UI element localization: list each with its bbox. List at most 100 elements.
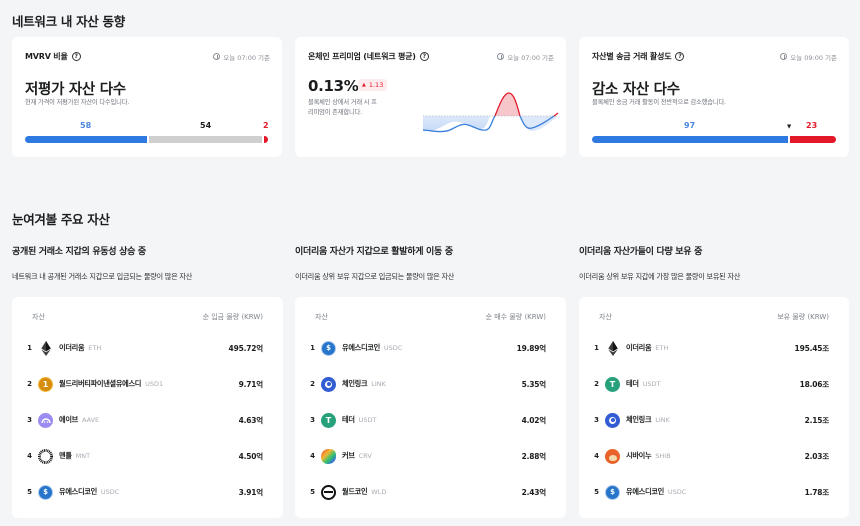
rank: 1 [27,344,32,352]
asset-symbol: SHIB [655,452,671,460]
mvrv-title-text: MVRV 비율 [25,52,68,61]
list-header: 자산 보유 물량 (KRW) [599,312,829,322]
premium-value: 0.13% [308,77,359,95]
list-1-title: 공개된 거래소 지갑의 유동성 상승 중 [12,247,146,257]
asset-value: 2.43억 [521,487,547,497]
transfer-bar-decrease [592,136,788,143]
transfer-time-text: 오늘 09:00 기준 [790,53,837,62]
mvrv-description: 현재 가격이 저평가된 자산이 다수입니다. [25,99,130,106]
asset-value: 2.88억 [521,451,547,461]
premium-change-badge: ▲ 1.13 [358,79,388,91]
chainlink-icon [605,412,620,428]
list-2-title: 이더리움 자산가 지갑으로 활발하게 이동 중 [295,247,453,257]
column-asset: 자산 [32,313,45,321]
worldcoin-icon [321,484,336,500]
asset-name: 이더리움 [626,343,652,352]
transfer-activity-card: 자산별 송금 거래 활성도 ? 오늘 09:00 기준 감소 자산 다수 블록체… [579,37,849,157]
help-icon[interactable]: ? [675,52,685,61]
asset-value: 2.15조 [804,415,830,425]
rank: 3 [594,416,599,424]
mvrv-value-undervalued: 58 [80,121,92,130]
transfer-value-increase: 23 [806,121,818,130]
mvrv-bar-overvalued [264,136,268,143]
column-asset: 자산 [315,313,328,321]
help-icon[interactable]: ? [419,52,429,61]
column-asset: 자산 [599,313,612,321]
mvrv-title: MVRV 비율 ? [25,51,81,62]
asset-value: 4.02억 [521,415,547,425]
asset-name: 유에스디코인 [626,487,664,496]
asset-symbol: CRV [358,452,372,460]
transfer-title: 자산별 송금 거래 활성도 ? [592,51,685,62]
asset-symbol: USDT [642,380,661,388]
list-2-card: 자산 순 매수 물량 (KRW) 1 $ 유에스디코인 USDC 19.89억 … [295,297,566,518]
marker-triangle-down-icon: ▼ [787,124,792,130]
asset-value: 2.03조 [804,451,830,461]
rank: 5 [594,488,599,496]
list-3-title: 이더리움 자산가들이 다량 보유 중 [579,247,703,257]
help-icon[interactable]: ? [71,52,81,61]
table-row[interactable]: 3 에이브 AAVE 4.63억 [22,410,263,430]
table-row[interactable]: 5 $ 유에스디코인 USDC 1.78조 [589,482,829,502]
table-row[interactable]: 3 체인링크 LINK 2.15조 [589,410,829,430]
table-row[interactable]: 2 체인링크 LINK 5.35억 [305,374,546,394]
column-value: 순 입금 물량 (KRW) [202,313,263,321]
mantle-icon [38,448,53,464]
asset-name: 월드리버티파이낸셜유에스디 [59,379,142,388]
ethereum-icon [38,340,53,356]
asset-symbol: ETH [655,344,669,352]
table-row[interactable]: 5 월드코인 WLD 2.43억 [305,482,546,502]
mvrv-timestamp: 오늘 07:00 기준 [213,52,270,62]
rank: 4 [27,452,32,460]
mvrv-bar-neutral [149,136,262,143]
rank: 1 [594,344,599,352]
curve-icon [321,448,336,464]
asset-symbol: USDT [358,416,377,424]
rank: 3 [310,416,315,424]
table-row[interactable]: 4 커브 CRV 2.88억 [305,446,546,466]
table-row[interactable]: 2 1 월드리버티파이낸셜유에스디 USD1 9.71억 [22,374,263,394]
table-row[interactable]: 1 이더리움 ETH 495.72억 [22,338,263,358]
usdc-icon: $ [605,484,620,500]
mvrv-card: MVRV 비율 ? 오늘 07:00 기준 저평가 자산 다수 현재 가격이 저… [12,37,282,157]
list-3-description: 이더리움 상위 보유 지갑에 가장 많은 물량이 보유된 자산 [579,272,741,281]
transfer-timestamp: 오늘 09:00 기준 [780,52,837,62]
asset-value: 18.06조 [799,379,830,389]
rank: 1 [310,344,315,352]
table-row[interactable]: 4 시바이누 SHIB 2.03조 [589,446,829,466]
asset-symbol: LINK [371,380,386,388]
asset-value: 4.63억 [238,415,264,425]
table-row[interactable]: 4 맨틀 MNT 4.50억 [22,446,263,466]
asset-name: 시바이누 [626,451,652,460]
asset-name: 테더 [626,379,639,388]
asset-value: 4.50억 [238,451,264,461]
table-row[interactable]: 2 T 테더 USDT 18.06조 [589,374,829,394]
table-row[interactable]: 5 $ 유에스디코인 USDC 3.91억 [22,482,263,502]
asset-name: 월드코인 [342,487,368,496]
asset-symbol: USDC [667,488,687,496]
asset-value: 19.89억 [516,343,547,353]
table-row[interactable]: 3 T 테더 USDT 4.02억 [305,410,546,430]
premium-trend-chart [422,92,559,133]
clock-icon [213,53,221,60]
mvrv-value-neutral: 54 [200,121,212,130]
rank: 2 [594,380,599,388]
chainlink-icon [321,376,336,392]
asset-symbol: ETH [88,344,102,352]
usdc-icon: $ [38,484,53,500]
column-value: 보유 물량 (KRW) [777,313,829,321]
list-3-card: 자산 보유 물량 (KRW) 1 이더리움 ETH 195.45조 2 T 테더… [579,297,849,518]
asset-name: 에이브 [59,415,78,424]
asset-value: 5.35억 [521,379,547,389]
transfer-title-text: 자산별 송금 거래 활성도 [592,52,672,61]
list-header: 자산 순 매수 물량 (KRW) [315,312,546,322]
rank: 2 [27,380,32,388]
asset-value: 495.72억 [228,343,264,353]
usdc-icon: $ [321,340,336,356]
premium-time-text: 오늘 07:00 기준 [507,53,554,62]
list-2-description: 이더리움 상위 보유 지갑으로 입금되는 물량이 많은 자산 [295,272,455,281]
tether-icon: T [605,376,620,392]
rank: 4 [594,452,599,460]
table-row[interactable]: 1 $ 유에스디코인 USDC 19.89억 [305,338,546,358]
table-row[interactable]: 1 이더리움 ETH 195.45조 [589,338,829,358]
